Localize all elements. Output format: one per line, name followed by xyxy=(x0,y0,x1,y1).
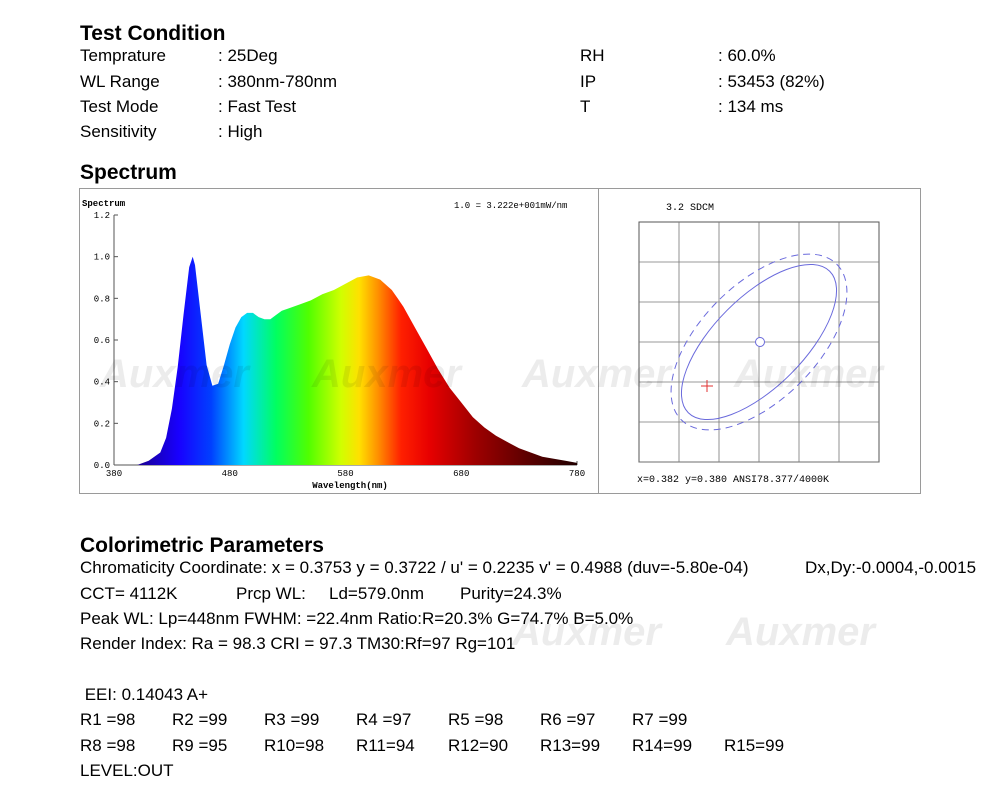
r-value: R10=98 xyxy=(264,736,325,755)
chromaticity-coordinate: Chromaticity Coordinate: x = 0.3753 y = … xyxy=(80,558,749,577)
spectrum-axis-label: Spectrum xyxy=(82,199,126,209)
sdcm-title: 3.2 SDCM xyxy=(666,203,714,214)
condition-label: WL Range xyxy=(80,72,160,91)
sdcm-chart-panel: 3.2 SDCM x=0.382 y=0.380 ANSI78.377/4000… xyxy=(598,188,921,494)
condition-value: : 53453 (82%) xyxy=(718,72,825,91)
condition-label: IP xyxy=(580,72,597,91)
condition-value: : 134 ms xyxy=(718,97,784,116)
spectrum-scale-note: 1.0 = 3.222e+001mW/nm xyxy=(454,201,567,211)
condition-value: : 60.0% xyxy=(718,46,776,65)
prcp-wl-label: Prcp WL: xyxy=(236,584,306,603)
condition-label: RH xyxy=(580,46,605,65)
spectrum-area xyxy=(114,256,577,465)
dominant-wavelength: Ld=579.0nm xyxy=(329,584,424,603)
sdcm-outer-ellipse xyxy=(670,253,848,431)
r-value: R7 =99 xyxy=(632,710,688,729)
condition-label: Test Mode xyxy=(80,97,159,116)
spectrum-y-tick-label: 0.0 xyxy=(94,461,110,471)
sdcm-inner-ellipse xyxy=(680,263,838,421)
spectrum-x-tick-label: 480 xyxy=(222,469,238,479)
spectrum-title: Spectrum xyxy=(80,161,177,184)
dx-dy: Dx,Dy:-0.0004,-0.0015 xyxy=(805,558,977,577)
spectrum-y-tick-label: 0.2 xyxy=(94,419,110,429)
level: LEVEL:OUT xyxy=(80,761,174,780)
r-value: R3 =99 xyxy=(264,710,320,729)
spectrum-y-tick-label: 0.4 xyxy=(94,378,110,388)
spectrum-x-tick-label: 580 xyxy=(337,469,353,479)
r-value: R9 =95 xyxy=(172,736,228,755)
colorimetric-title: Colorimetric Parameters xyxy=(80,534,324,557)
sdcm-readout: x=0.382 y=0.380 ANSI78.377/4000K xyxy=(637,474,829,486)
condition-label: Sensitivity xyxy=(80,122,157,141)
render-index: Render Index: Ra = 98.3 CRI = 97.3 TM30:… xyxy=(80,634,516,653)
r-value: R6 =97 xyxy=(540,710,596,729)
condition-value: : 380nm-780nm xyxy=(218,72,338,91)
r-value: R1 =98 xyxy=(80,710,136,729)
r-value: R14=99 xyxy=(632,736,693,755)
sdcm-measured-point xyxy=(701,380,713,392)
r-value: R5 =98 xyxy=(448,710,504,729)
condition-value: : 25Deg xyxy=(218,46,278,65)
r-value: R11=94 xyxy=(356,736,415,755)
cct: CCT= 4112K xyxy=(80,584,178,603)
test-condition-title: Test Condition xyxy=(80,22,226,45)
watermark: Auxmer xyxy=(726,610,875,654)
r-value: R15=99 xyxy=(724,736,785,755)
spectrum-y-tick-label: 0.6 xyxy=(94,336,110,346)
r-value: R13=99 xyxy=(540,736,601,755)
peak-wavelength: Peak WL: Lp=448nm FWHM: =22.4nm Ratio:R=… xyxy=(80,609,634,628)
condition-value: : High xyxy=(218,122,263,141)
spectrum-x-tick-label: 380 xyxy=(106,469,122,479)
r-value: R12=90 xyxy=(448,736,509,755)
condition-value: : Fast Test xyxy=(218,97,297,116)
spectrum-x-label: Wavelength(nm) xyxy=(312,481,388,491)
r-value: R4 =97 xyxy=(356,710,412,729)
eei: EEI: 0.14043 A+ xyxy=(80,685,209,704)
r-value: R2 =99 xyxy=(172,710,228,729)
spectrum-chart-panel: Spectrum 1.0 = 3.222e+001mW/nm 0.0 0.2 0.4… xyxy=(79,188,600,494)
spectrum-y-tick-label: 0.8 xyxy=(94,294,110,304)
sdcm-chart: 3.2 SDCM x=0.382 y=0.380 ANSI78.377/4000… xyxy=(637,203,880,486)
condition-label: Temprature xyxy=(80,46,166,65)
purity: Purity=24.3% xyxy=(460,584,562,603)
spectrum-chart: Spectrum 1.0 = 3.222e+001mW/nm 0.0 0.2 0.4… xyxy=(82,199,585,491)
spectrum-x-tick-label: 780 xyxy=(569,469,585,479)
spectrum-y-tick-label: 1.0 xyxy=(94,253,110,263)
r-value: R8 =98 xyxy=(80,736,136,755)
spectrum-y-tick-label: 1.2 xyxy=(94,211,110,221)
sdcm-center-marker xyxy=(755,337,765,347)
condition-label: T xyxy=(580,97,591,116)
spectrum-x-tick-label: 680 xyxy=(453,469,469,479)
